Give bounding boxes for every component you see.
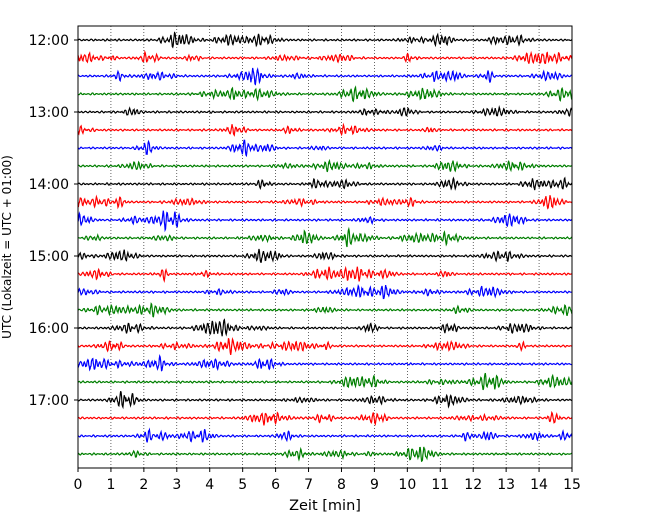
trace-line: [77, 122, 573, 137]
y-axis-label: UTC (Lokalzeit = UTC + 01:00): [0, 155, 14, 339]
trace-line: [77, 85, 573, 103]
trace-line: [77, 302, 573, 318]
x-axis-ticks: 0 1 2 3 4 5 6 7 8 9 10 11 12 13 14 15: [74, 468, 581, 493]
x-tick-label: 7: [304, 477, 313, 493]
trace-line: [77, 265, 573, 283]
trace-line: [77, 283, 573, 300]
trace-line: [77, 248, 573, 263]
trace-line: [77, 318, 573, 337]
trace-line: [77, 226, 573, 248]
y-tick-label: 13:00: [29, 105, 69, 121]
trace-line: [77, 337, 573, 355]
y-tick-label: 17:00: [29, 393, 69, 409]
x-tick-label: 5: [238, 477, 247, 493]
x-tick-label: 14: [530, 477, 548, 493]
trace-line: [77, 354, 573, 372]
trace-line: [77, 427, 573, 443]
x-tick-label: 12: [464, 477, 482, 493]
x-tick-label: 2: [139, 477, 148, 493]
x-axis-label: Zeit [min]: [289, 498, 361, 514]
x-tick-label: 13: [497, 477, 515, 493]
x-tick-label: 11: [431, 477, 449, 493]
x-tick-label: 1: [106, 477, 115, 493]
trace-line: [77, 390, 573, 410]
x-tick-label: 8: [337, 477, 346, 493]
x-tick-label: 15: [563, 477, 581, 493]
trace-lines: [77, 31, 573, 463]
y-tick-label: 15:00: [29, 249, 69, 265]
trace-line: [77, 104, 573, 118]
trace-line: [77, 49, 573, 65]
trace-line: [77, 176, 573, 191]
y-axis-ticks: 12:00 13:00 14:00 15:00 16:00 17:00: [29, 33, 78, 409]
trace-line: [77, 194, 573, 210]
x-tick-label: 9: [370, 477, 379, 493]
y-tick-label: 14:00: [29, 177, 69, 193]
trace-line: [77, 446, 573, 463]
trace-line: [77, 31, 573, 49]
trace-line: [77, 372, 573, 391]
vertical-grid-lines: [110, 26, 540, 468]
x-tick-label: 3: [172, 477, 181, 493]
trace-line: [77, 210, 573, 233]
trace-line: [77, 410, 573, 426]
trace-line: [77, 139, 573, 158]
trace-line: [77, 67, 573, 86]
x-tick-label: 0: [74, 477, 83, 493]
x-tick-label: 4: [205, 477, 214, 493]
x-tick-label: 10: [398, 477, 416, 493]
x-tick-label: 6: [271, 477, 280, 493]
plot-frame: [77, 25, 573, 469]
trace-line: [77, 158, 573, 173]
y-tick-label: 16:00: [29, 321, 69, 337]
y-tick-label: 12:00: [29, 33, 69, 49]
